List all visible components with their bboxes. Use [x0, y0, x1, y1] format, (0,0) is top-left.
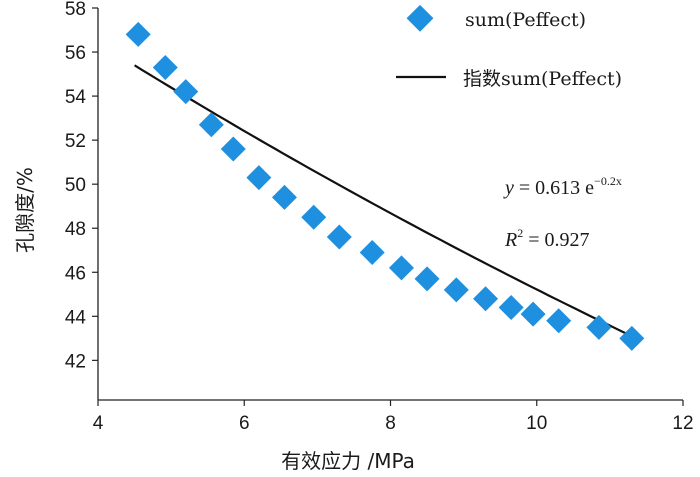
data-point	[198, 112, 224, 138]
y-tick-label: 46	[65, 263, 86, 284]
data-points	[125, 21, 645, 351]
data-point	[619, 325, 645, 351]
fit-curve	[134, 64, 633, 338]
data-point	[546, 308, 572, 334]
x-tick-label: 8	[385, 413, 396, 434]
data-point	[520, 301, 546, 327]
data-point	[173, 79, 199, 105]
x-ticks: 4 6 8 10 12	[93, 400, 694, 434]
y-ticks: 42 44 46 48 50 52 54 56 58	[65, 0, 98, 372]
data-point	[498, 295, 524, 321]
y-tick-label: 42	[65, 351, 86, 372]
legend: sum(Peffect) 指数sum(Peffect)	[396, 4, 622, 90]
data-point	[359, 239, 385, 265]
data-point	[220, 136, 246, 162]
data-point	[246, 165, 272, 191]
y-tick-label: 58	[65, 0, 86, 20]
y-tick-label: 50	[65, 175, 86, 196]
y-tick-label: 56	[65, 43, 86, 64]
data-point	[301, 204, 327, 230]
y-tick-label: 52	[65, 131, 86, 152]
data-point	[388, 255, 414, 281]
axes	[97, 8, 683, 401]
x-tick-label: 12	[672, 413, 693, 434]
data-point	[586, 314, 612, 340]
r-squared-label: R2 = 0.927	[504, 226, 590, 251]
equation-label: y = 0.613 e−0.2x	[503, 174, 622, 199]
x-tick-label: 10	[526, 413, 547, 434]
data-point	[125, 21, 151, 47]
legend-label-scatter: sum(Peffect)	[465, 9, 586, 31]
legend-label-fit: 指数sum(Peffect)	[463, 68, 622, 90]
data-point	[414, 266, 440, 292]
data-point	[152, 54, 178, 80]
fit-curve-group	[134, 64, 633, 338]
y-axis-title: 孔隙度/%	[13, 167, 37, 253]
x-axis-title: 有效应力 /MPa	[281, 449, 415, 473]
data-point	[326, 224, 352, 250]
data-point	[473, 286, 499, 312]
y-tick-label: 44	[65, 307, 87, 328]
x-tick-label: 4	[93, 413, 104, 434]
y-tick-label: 48	[65, 219, 86, 240]
legend-marker-scatter	[406, 4, 434, 32]
y-tick-label: 54	[65, 87, 87, 108]
data-point	[271, 184, 297, 210]
data-point	[443, 277, 469, 303]
x-tick-label: 6	[239, 413, 250, 434]
